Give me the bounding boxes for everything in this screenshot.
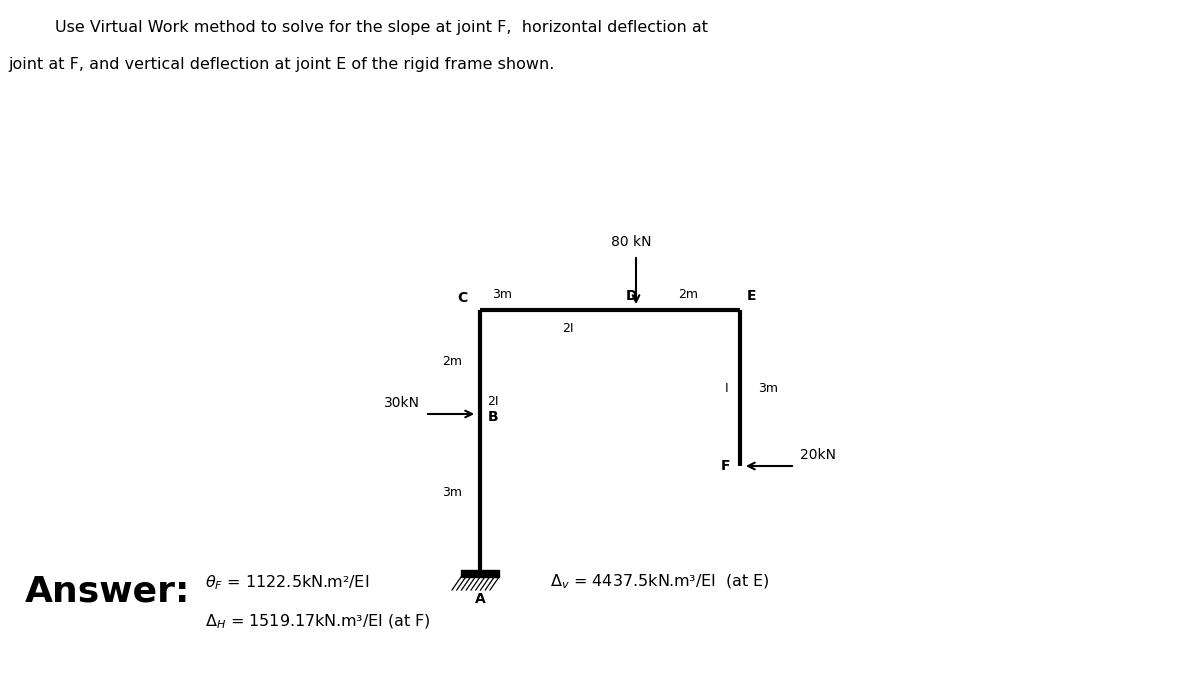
Text: 3m: 3m bbox=[758, 381, 778, 394]
Text: C: C bbox=[457, 291, 468, 305]
Text: 3m: 3m bbox=[442, 485, 462, 499]
Text: 3m: 3m bbox=[492, 288, 512, 301]
Text: $\Delta_v$ = 4437.5kN.m³/EI  (at E): $\Delta_v$ = 4437.5kN.m³/EI (at E) bbox=[550, 573, 770, 591]
Text: $\Delta_H$ = 1519.17kN.m³/EI (at F): $\Delta_H$ = 1519.17kN.m³/EI (at F) bbox=[205, 613, 431, 631]
Text: D: D bbox=[626, 289, 637, 303]
Text: $\theta_F$ = 1122.5kN.m²/EI: $\theta_F$ = 1122.5kN.m²/EI bbox=[205, 573, 370, 592]
Text: Answer:: Answer: bbox=[25, 575, 191, 609]
Text: B: B bbox=[488, 410, 499, 424]
Text: joint at F, and vertical deflection at joint E of the rigid frame shown.: joint at F, and vertical deflection at j… bbox=[8, 57, 554, 72]
Text: F: F bbox=[720, 459, 730, 473]
Text: 30kN: 30kN bbox=[384, 396, 420, 410]
Text: 20kN: 20kN bbox=[800, 448, 836, 462]
Text: 2m: 2m bbox=[442, 356, 462, 369]
Text: 2I: 2I bbox=[487, 395, 498, 408]
Bar bbox=[461, 570, 499, 577]
Text: A: A bbox=[475, 592, 485, 606]
Text: 2m: 2m bbox=[678, 288, 698, 301]
Text: I: I bbox=[725, 381, 728, 394]
Text: E: E bbox=[748, 289, 756, 303]
Text: 2I: 2I bbox=[563, 322, 574, 335]
Text: 80 kN: 80 kN bbox=[611, 235, 652, 249]
Text: Use Virtual Work method to solve for the slope at joint F,  horizontal deflectio: Use Virtual Work method to solve for the… bbox=[55, 20, 708, 35]
